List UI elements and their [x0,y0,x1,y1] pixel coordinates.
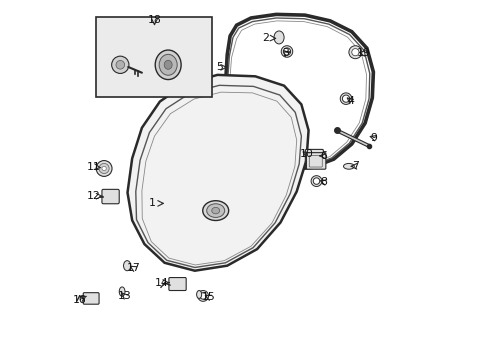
Text: 4: 4 [346,96,353,106]
Text: 8: 8 [320,177,326,187]
Text: 19: 19 [356,48,370,58]
FancyBboxPatch shape [306,153,325,169]
Text: 15: 15 [201,292,215,302]
Text: 17: 17 [126,263,140,273]
Circle shape [99,163,109,174]
Text: 1: 1 [149,198,156,208]
Ellipse shape [159,54,177,75]
Ellipse shape [343,163,354,169]
Text: 11: 11 [87,162,101,172]
Text: 14: 14 [155,278,168,288]
FancyBboxPatch shape [102,189,119,204]
Ellipse shape [211,207,219,214]
Ellipse shape [273,31,284,44]
Text: 7: 7 [351,161,358,171]
Circle shape [102,166,106,171]
Circle shape [116,60,124,69]
FancyBboxPatch shape [168,278,186,291]
Ellipse shape [164,60,172,69]
Polygon shape [127,75,308,271]
FancyBboxPatch shape [305,149,323,162]
Circle shape [96,161,112,176]
Ellipse shape [203,201,228,220]
Text: 3: 3 [282,48,289,58]
Text: 9: 9 [369,132,376,143]
Text: 2: 2 [262,33,268,43]
Text: 6: 6 [320,151,326,161]
Ellipse shape [123,261,130,271]
FancyBboxPatch shape [96,17,212,97]
Circle shape [351,49,358,56]
Text: 10: 10 [299,149,313,159]
Text: 13: 13 [118,291,132,301]
Ellipse shape [155,50,181,80]
Text: 16: 16 [73,294,86,305]
Ellipse shape [119,287,125,296]
Circle shape [348,46,361,59]
Text: 12: 12 [87,191,101,201]
Ellipse shape [196,291,201,298]
FancyBboxPatch shape [83,293,99,304]
Text: 18: 18 [147,15,161,25]
Ellipse shape [206,204,224,217]
Circle shape [111,56,129,73]
Text: 5: 5 [215,62,222,72]
